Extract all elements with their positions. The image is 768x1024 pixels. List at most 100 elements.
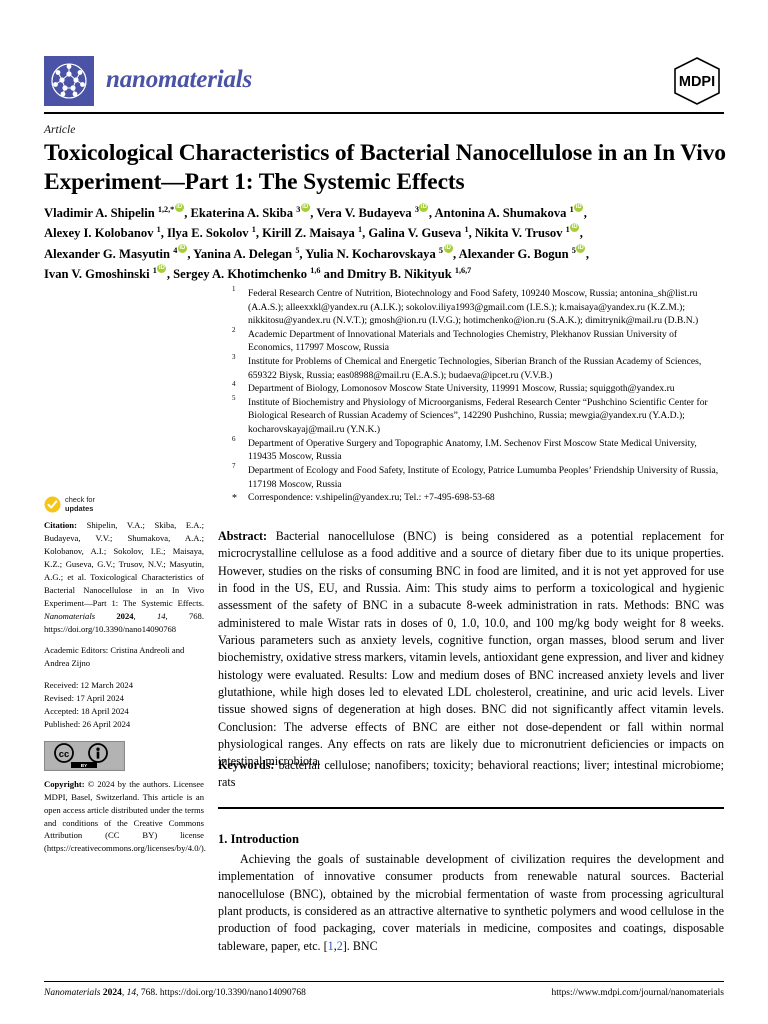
author-affil-ref: 5 bbox=[571, 245, 576, 255]
citation-authors: Shipelin, V.A.; Skiba, E.A.; Budayeva, V… bbox=[44, 520, 204, 608]
author-affil-ref: 1 bbox=[464, 225, 469, 235]
orcid-icon[interactable] bbox=[443, 243, 453, 253]
published-date: Published: 26 April 2024 bbox=[44, 718, 131, 729]
affiliation-item: 1 Federal Research Centre of Nutrition, … bbox=[232, 285, 724, 328]
author-line-3: Alexander G. Masyutin 4, Yanina A. Deleg… bbox=[44, 243, 734, 264]
orcid-icon[interactable] bbox=[157, 263, 167, 273]
citation-label: Citation: bbox=[44, 520, 77, 531]
footer-page: , 768. bbox=[136, 988, 160, 998]
affiliation-text: Federal Research Centre of Nutrition, Bi… bbox=[248, 288, 699, 327]
author-list: Vladimir A. Shipelin 1,2,*, Ekaterina A.… bbox=[44, 202, 734, 284]
affiliation-marker: 7 bbox=[232, 461, 236, 470]
reference-link-1[interactable]: 1 bbox=[327, 938, 334, 953]
keywords-label: Keywords: bbox=[218, 758, 275, 772]
author-affil-ref: 1 bbox=[357, 225, 363, 235]
affiliation-item: 4 Department of Biology, Lomonosov Mosco… bbox=[232, 380, 724, 396]
author-affil-ref: 3 bbox=[296, 205, 301, 214]
orcid-icon[interactable] bbox=[174, 202, 184, 212]
mdpi-logo-icon: MDPI bbox=[670, 56, 724, 106]
author-affil-ref: 4 bbox=[173, 245, 178, 255]
affiliation-text: Department of Ecology and Food Safety, I… bbox=[248, 464, 719, 490]
affiliation-marker: 3 bbox=[232, 353, 236, 362]
affiliation-item: 3 Institute for Problems of Chemical and… bbox=[232, 353, 724, 382]
orcid-icon[interactable] bbox=[570, 222, 580, 233]
correspondence-item: * Correspondence: v.shipelin@yandex.ru; … bbox=[232, 491, 724, 505]
author-line-1: Vladimir A. Shipelin 1,2,*, Ekaterina A.… bbox=[44, 202, 734, 223]
affiliation-text: Department of Biology, Lomonosov Moscow … bbox=[248, 383, 675, 395]
svg-text:MDPI: MDPI bbox=[679, 74, 715, 90]
citation-year: 2024 bbox=[95, 610, 134, 621]
svg-text:BY: BY bbox=[81, 763, 87, 768]
nanomaterials-logo-icon bbox=[44, 56, 94, 106]
affiliation-marker: 1 bbox=[232, 285, 236, 293]
orcid-icon[interactable] bbox=[300, 202, 310, 212]
affiliation-text: Academic Department of Innovational Mate… bbox=[248, 328, 678, 354]
reference-link-2[interactable]: 2 bbox=[336, 938, 343, 953]
citation-page: , 768. bbox=[165, 610, 204, 621]
affiliations-list: 1 Federal Research Centre of Nutrition, … bbox=[232, 285, 724, 505]
affiliation-item: 5 Institute of Biochemistry and Physiolo… bbox=[232, 393, 724, 437]
footer-journal-url[interactable]: https://www.mdpi.com/journal/nanomateria… bbox=[551, 988, 724, 998]
affiliation-marker: 2 bbox=[232, 325, 236, 334]
author-affil-ref: 1 bbox=[251, 225, 256, 235]
keywords-block: Keywords: bacterial cellulose; nanofiber… bbox=[218, 757, 724, 792]
footer-journal: Nanomaterials bbox=[44, 988, 101, 998]
affiliation-text: Institute for Problems of Chemical and E… bbox=[248, 356, 702, 381]
abstract-block: Abstract: Bacterial nanocellulose (BNC) … bbox=[218, 528, 724, 771]
academic-editors: Academic Editors: Cristina Andreoli and … bbox=[44, 645, 185, 669]
check-for-updates-badge[interactable]: check for updates bbox=[44, 495, 204, 513]
keywords-text: bacterial cellulose; nanofibers; toxicit… bbox=[218, 758, 724, 790]
orcid-icon[interactable] bbox=[419, 202, 429, 212]
affiliation-marker: 5 bbox=[232, 393, 236, 402]
section-divider bbox=[218, 807, 724, 809]
author-affil-ref: 1 bbox=[565, 225, 570, 235]
page-title: Toxicological Characteristics of Bacteri… bbox=[44, 140, 726, 195]
correspondence-text: Correspondence: v.shipelin@yandex.ru; Te… bbox=[248, 492, 495, 504]
citation-block: Citation: Shipelin, V.A.; Skiba, E.A.; B… bbox=[44, 519, 204, 635]
citation-journal: Nanomaterials bbox=[44, 610, 96, 621]
affiliation-text: Institute of Biochemistry and Physiology… bbox=[248, 396, 708, 436]
copyright-block: Copyright: © 2024 by the authors. Licens… bbox=[44, 778, 206, 855]
footer-volume: , 14 bbox=[121, 988, 137, 998]
header-divider bbox=[44, 112, 724, 114]
correspondence-marker: * bbox=[232, 493, 237, 505]
creative-commons-by-icon[interactable]: cc BY bbox=[44, 740, 125, 771]
author-affil-ref: 3 bbox=[414, 205, 419, 214]
author-affil-ref: 1 bbox=[569, 205, 574, 214]
footer-doi-link[interactable]: https://doi.org/10.3390/nano14090768 bbox=[159, 988, 306, 998]
introduction-text-cont: ]. BNC bbox=[342, 938, 378, 953]
citation-volume: , 14 bbox=[133, 610, 166, 621]
affiliation-marker: 6 bbox=[232, 434, 236, 443]
abstract-text: Bacterial nanocellulose (BNC) is being c… bbox=[218, 529, 724, 769]
check-circle-icon bbox=[44, 496, 61, 513]
author-affil-ref: 1,2,* bbox=[157, 205, 175, 214]
abstract-label: Abstract: bbox=[218, 529, 268, 543]
author-line-4: Ivan V. Gmoshinski 1, Sergey A. Khotimch… bbox=[44, 263, 734, 284]
article-type-label: Article bbox=[44, 124, 76, 136]
author-affil-ref: 5 bbox=[295, 245, 300, 255]
received-date: Received: 12 March 2024 bbox=[44, 680, 134, 691]
affiliation-item: 6 Department of Operative Surgery and To… bbox=[232, 434, 724, 464]
accepted-date: Accepted: 18 April 2024 bbox=[44, 706, 129, 717]
orcid-icon[interactable] bbox=[177, 243, 187, 253]
introduction-text: Achieving the goals of sustainable devel… bbox=[218, 852, 724, 953]
affiliation-item: 2 Academic Department of Innovational Ma… bbox=[232, 325, 724, 355]
orcid-icon[interactable] bbox=[576, 243, 586, 253]
copyright-label: Copyright: bbox=[44, 778, 85, 789]
journal-title: nanomaterials bbox=[106, 66, 253, 93]
section-heading-introduction: 1. Introduction bbox=[218, 832, 299, 846]
revised-date: Revised: 17 April 2024 bbox=[44, 693, 124, 704]
author-line-2: Alexey I. Kolobanov 1, Ilya E. Sokolov 1… bbox=[44, 222, 734, 243]
masthead: nanomaterials MDPI bbox=[44, 56, 724, 108]
copyright-text: © 2024 by the authors. Licensee MDPI, Ba… bbox=[44, 778, 206, 854]
citation-doi-link[interactable]: https://doi.org/10.3390/nano14090768 bbox=[44, 623, 177, 634]
author-affil-ref: 1 bbox=[156, 225, 161, 235]
author-affil-ref: 1,6,7 bbox=[454, 265, 472, 275]
check-for-updates-label: check for updates bbox=[65, 495, 95, 513]
orcid-icon[interactable] bbox=[574, 202, 584, 212]
author-affil-ref: 1 bbox=[152, 265, 157, 275]
svg-text:cc: cc bbox=[59, 749, 70, 760]
footer-divider bbox=[44, 981, 724, 983]
affiliation-marker: 4 bbox=[232, 380, 236, 389]
